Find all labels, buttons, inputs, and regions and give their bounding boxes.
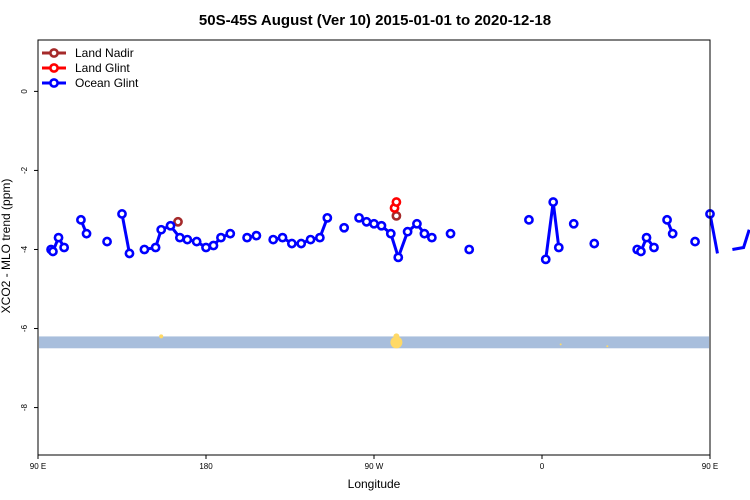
x-tick-label-3: 0	[540, 462, 545, 471]
legend-label-land-nadir: Land Nadir	[75, 46, 134, 60]
y-axis-label: XCO2 - MLO trend (ppm)	[0, 179, 13, 314]
legend-swatch-point-ocean-glint	[49, 78, 59, 88]
ocean-glint-point-4-3	[165, 220, 176, 231]
ocean-glint-point-12-1	[548, 197, 559, 207]
ocean-glint-point-3-1	[124, 248, 135, 259]
legend-label-land-glint: Land Glint	[75, 61, 130, 75]
ocean-glint-line-18	[708, 213, 719, 254]
ocean-glint-point-3-0	[117, 209, 127, 219]
ocean-glint-point-0-1	[48, 246, 58, 257]
ocean-glint-point-15-1	[636, 246, 646, 257]
ocean-glint-point-8-5	[393, 252, 404, 263]
ocean-glint-point-6-6	[322, 212, 333, 223]
ocean-glint-point-6-2	[286, 238, 297, 249]
ocean-glint-point-6-0	[268, 234, 279, 245]
legend-item-land-nadir: Land Nadir	[42, 46, 134, 60]
ocean-glint-point-6-3	[296, 238, 307, 249]
ocean-glint-point-8-2	[369, 218, 379, 229]
density-marker-0	[159, 334, 164, 339]
ocean-glint-point-4-0	[139, 244, 150, 255]
ocean-glint-point-4-1	[150, 242, 161, 253]
ocean-glint-point-14-0	[589, 238, 600, 249]
ocean-glint-point-8-4	[385, 228, 396, 239]
land-glint-point-0-1	[391, 197, 402, 207]
ocean-glint-line-19	[732, 229, 750, 251]
x-tick-label-2: 90 W	[365, 462, 384, 471]
ocean-glint-point-12-0	[540, 254, 551, 265]
ocean-glint-point-1-0	[76, 214, 86, 225]
series-ocean-glint	[46, 197, 750, 265]
ocean-glint-point-8-0	[354, 212, 364, 223]
ocean-glint-point-4-8	[208, 240, 219, 251]
ocean-glint-point-7-0	[339, 222, 350, 233]
ocean-glint-point-5-1	[251, 230, 262, 241]
ocean-glint-point-17-0	[690, 236, 700, 247]
density-marker-2	[393, 333, 400, 340]
data-band	[39, 336, 709, 349]
ocean-glint-point-8-1	[361, 216, 372, 227]
x-tick-label-0: 90 E	[30, 462, 46, 471]
ocean-glint-point-8-3	[376, 220, 387, 231]
land-nadir-point-0-0	[173, 216, 183, 227]
legend-item-land-glint: Land Glint	[42, 61, 130, 75]
legend-item-ocean-glint: Ocean Glint	[42, 76, 139, 90]
ocean-glint-point-8-7	[412, 218, 422, 229]
ocean-glint-point-12-2	[553, 242, 564, 253]
plot-frame	[37, 39, 711, 456]
series-land-glint	[389, 197, 402, 213]
x-tick-label-1: 180	[199, 462, 213, 471]
ocean-glint-point-8-6	[402, 226, 413, 237]
ocean-glint-point-8-8	[419, 228, 430, 239]
y-tick-label-3: -6	[20, 324, 29, 332]
ocean-glint-point-0-3	[59, 242, 70, 253]
density-marker-3	[559, 343, 562, 346]
ocean-glint-point-8-9	[426, 232, 437, 243]
ocean-glint-point-1-1	[81, 228, 92, 239]
ocean-glint-point-2-0	[102, 236, 112, 247]
series-layer	[46, 197, 750, 265]
y-axis: 0 -2 -4 -6 -8	[20, 89, 38, 411]
ocean-glint-point-4-9	[216, 232, 226, 243]
ocean-glint-point-13-0	[568, 218, 579, 229]
ocean-glint-point-15-2	[641, 232, 652, 243]
legend-swatch-point-land-glint	[49, 63, 59, 73]
y-tick-label-4: -8	[20, 403, 29, 411]
ocean-glint-point-11-0	[524, 214, 534, 225]
x-axis: 90 E 180 90 W 0 90 E	[30, 455, 718, 471]
land-nadir-point-0-1	[391, 210, 402, 221]
marker-layer	[159, 333, 609, 349]
ocean-glint-point-4-2	[156, 224, 167, 235]
x-axis-label: Longitude	[348, 477, 401, 491]
chart-title: 50S-45S August (Ver 10) 2015-01-01 to 20…	[199, 12, 551, 29]
density-marker-4	[606, 345, 609, 348]
y-tick-label-0: 0	[20, 89, 29, 94]
legend-label-ocean-glint: Ocean Glint	[75, 76, 139, 90]
ocean-glint-point-4-10	[225, 228, 236, 239]
ocean-glint-point-10-0	[464, 244, 475, 255]
ocean-glint-point-6-5	[314, 232, 325, 243]
ocean-glint-point-16-0	[662, 214, 672, 225]
ocean-glint-point-9-0	[445, 228, 456, 239]
x-tick-label-4: 90 E	[702, 462, 718, 471]
density-marker-1	[390, 336, 403, 349]
ocean-glint-line-3	[120, 213, 131, 254]
ocean-glint-point-16-1	[667, 228, 678, 239]
ocean-glint-point-5-0	[242, 232, 252, 243]
y-tick-label-1: -2	[20, 166, 29, 174]
y-tick-label-2: -4	[20, 245, 29, 253]
legend-swatch-point-land-nadir	[49, 48, 59, 58]
ocean-glint-point-4-7	[201, 242, 211, 253]
ocean-glint-point-4-4	[174, 232, 185, 243]
band-layer	[39, 336, 709, 349]
ocean-glint-point-6-4	[305, 234, 316, 245]
ocean-glint-point-4-5	[182, 234, 193, 245]
ocean-glint-point-4-6	[191, 236, 202, 247]
ocean-glint-point-6-1	[277, 232, 288, 243]
ocean-glint-point-15-3	[649, 242, 659, 253]
ocean-glint-point-0-2	[53, 232, 64, 243]
